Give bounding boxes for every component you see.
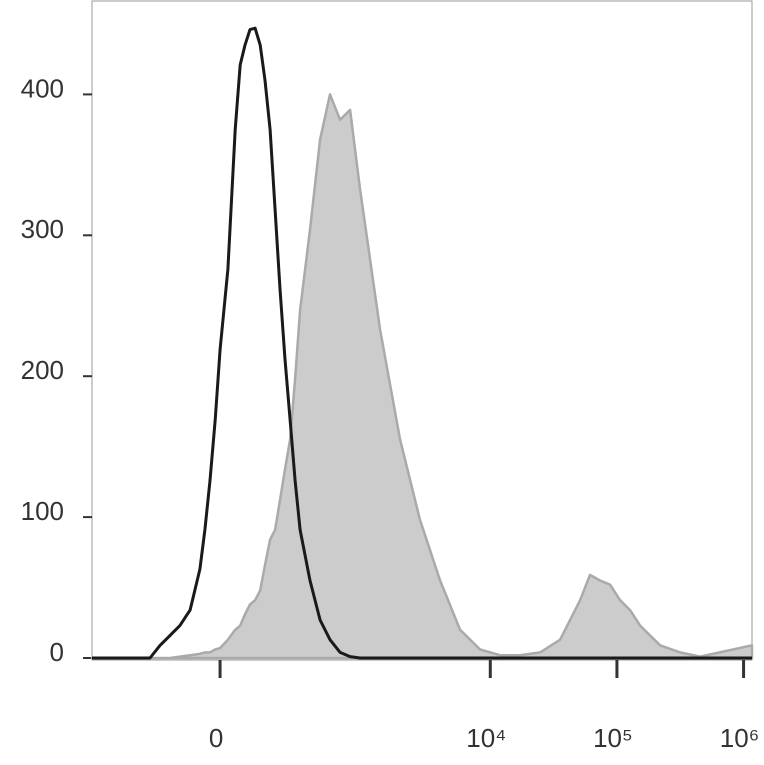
y-tick-label: 300 bbox=[21, 214, 64, 244]
x-tick-label: 10⁶ bbox=[720, 723, 760, 753]
histogram-line bbox=[92, 26, 752, 660]
x-tick-label: 10⁴ bbox=[466, 723, 506, 753]
y-tick-label: 0 bbox=[50, 637, 64, 667]
x-tick-label: 0 bbox=[209, 723, 223, 753]
y-tick-label: 400 bbox=[21, 73, 64, 103]
y-tick-label: 100 bbox=[21, 496, 64, 526]
filled-histogram bbox=[90, 93, 754, 660]
y-tick-label: 200 bbox=[21, 355, 64, 385]
x-tick-label: 10⁵ bbox=[593, 723, 633, 753]
plot-frame bbox=[91, 0, 753, 661]
